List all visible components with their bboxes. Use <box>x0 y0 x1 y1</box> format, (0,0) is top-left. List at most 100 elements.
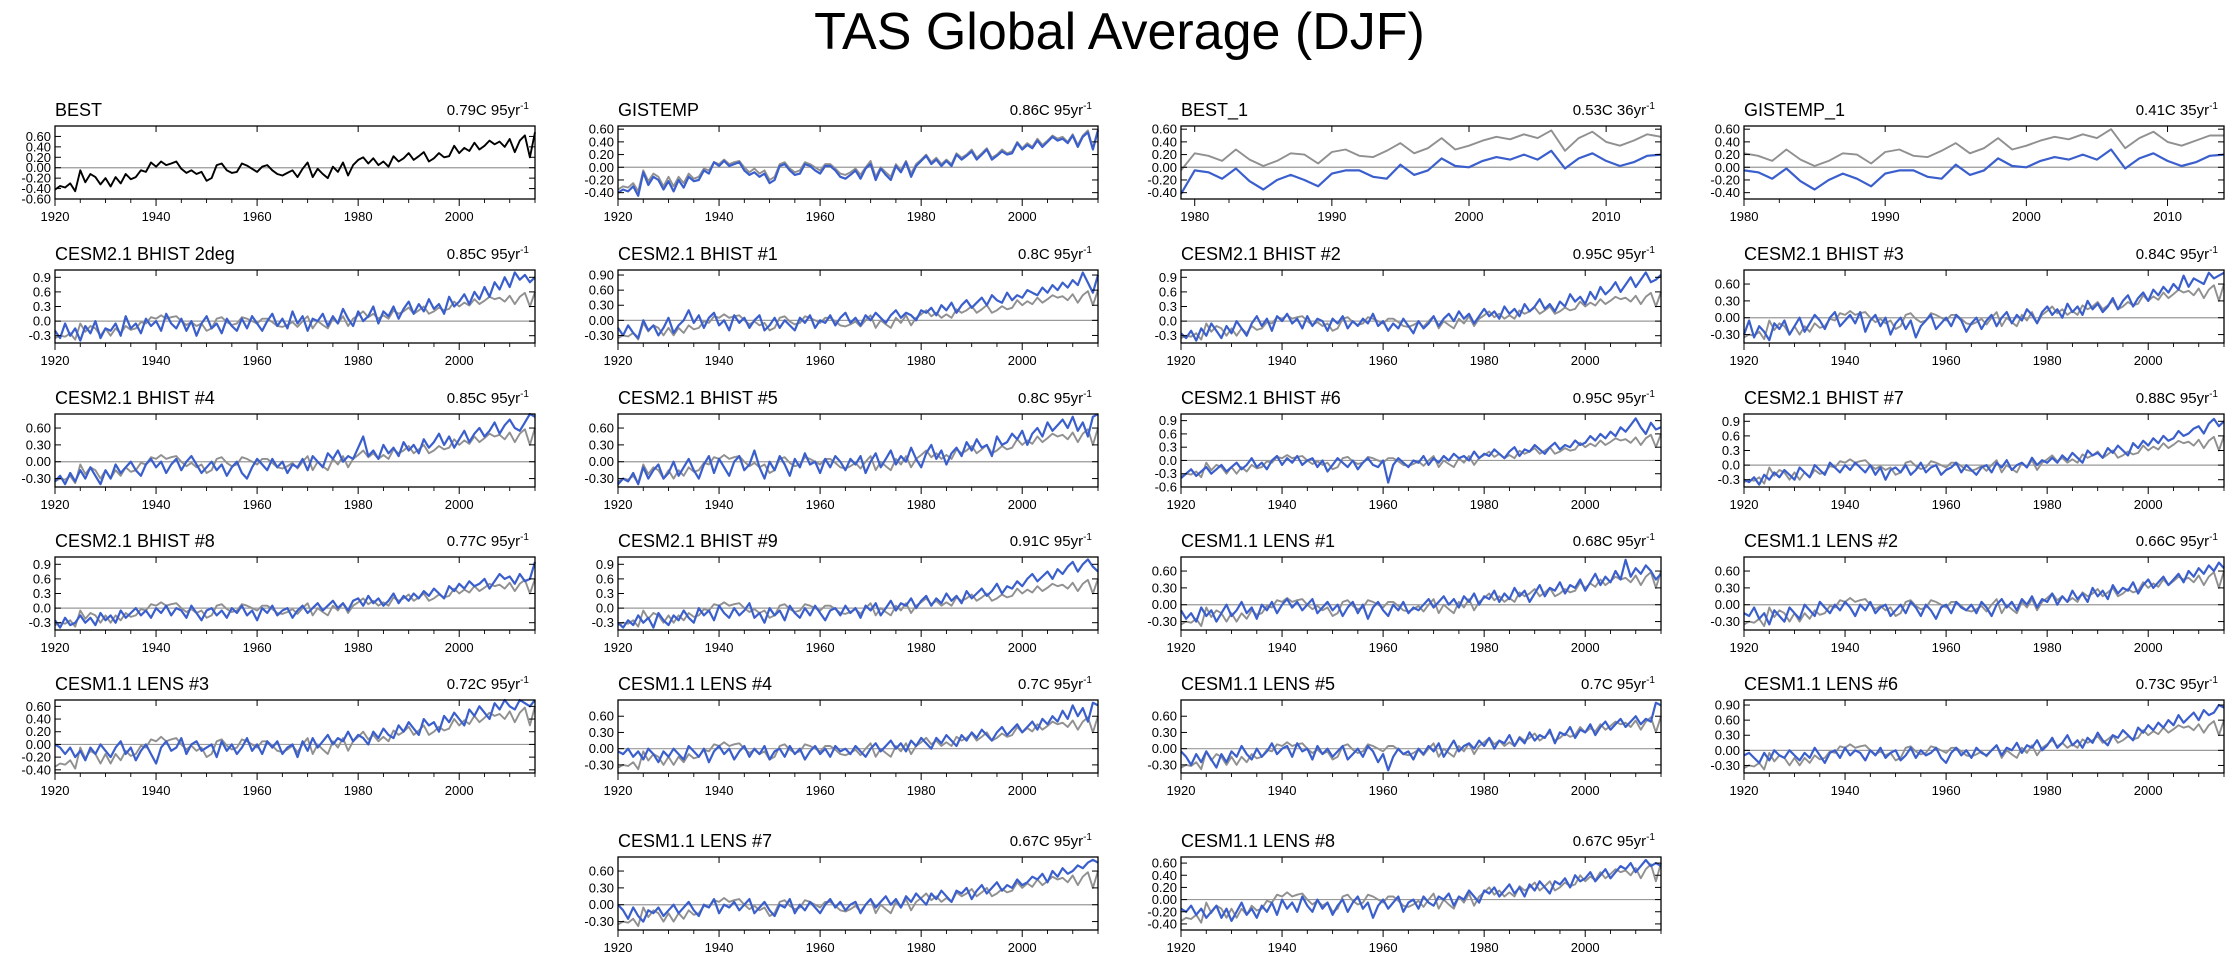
panel-best: BEST 0.79C 95yr-10.600.400.200.00-0.20-0.… <box>21 100 536 224</box>
main-title: TAS Global Average (DJF) <box>814 3 1425 61</box>
series-line-model <box>617 271 1100 340</box>
x-tick-label: 1960 <box>806 783 835 798</box>
plot-frame <box>54 556 536 631</box>
panel-cesm2-1-bhist-4: CESM2.1 BHIST #4 0.85C 95yr-1 0.600.30 0.00… <box>21 388 536 512</box>
panel-title: CESM1.1 LENS #6 <box>1744 674 1898 694</box>
y-tick-label: 0.00 <box>589 160 614 175</box>
series-line-model <box>1180 271 1662 342</box>
y-tick-label: 0.00 <box>1152 160 1177 175</box>
panel-title: CESM2.1 BHIST #4 <box>55 388 215 408</box>
x-tick-label: 1980 <box>907 209 936 224</box>
x-tick-label: 1960 <box>243 209 272 224</box>
x-tick-label: 1980 <box>2033 353 2062 368</box>
panel-title: CESM1.1 LENS #3 <box>55 674 209 694</box>
x-tick-label: 2000 <box>1008 209 1037 224</box>
y-tick-label: -0.30 <box>584 757 614 772</box>
x-tick-label: 1920 <box>604 940 633 955</box>
x-tick-label: 2000 <box>1008 497 1037 512</box>
plot-frame <box>617 699 1099 774</box>
series-line-obs <box>617 715 1099 771</box>
series-line-obs <box>54 706 536 770</box>
x-tick-label: 1920 <box>41 640 70 655</box>
x-tick-label: 1980 <box>2033 497 2062 512</box>
series-line-obs <box>1180 570 1662 628</box>
x-tick-label: 1980 <box>2033 783 2062 798</box>
x-tick-label: 1960 <box>806 209 835 224</box>
series-line-obs <box>1743 570 2225 628</box>
x-tick-label: 1940 <box>705 640 734 655</box>
x-tick-label: 2000 <box>1571 940 1600 955</box>
x-tick-label: 2000 <box>1571 353 1600 368</box>
plot-frame <box>1743 269 2225 344</box>
x-tick-label: 1980 <box>344 783 373 798</box>
y-tick-label: 0.30 <box>26 437 51 452</box>
y-tick-label: 0.00 <box>589 897 614 912</box>
x-tick-label: 1920 <box>1730 640 1759 655</box>
y-tick-label: -0.40 <box>1710 185 1740 200</box>
x-tick-label: 1920 <box>41 783 70 798</box>
x-tick-label: 1980 <box>344 640 373 655</box>
y-tick-label: 0.20 <box>26 150 51 165</box>
x-tick-label: 2000 <box>445 353 474 368</box>
panel-gistemp-1: GISTEMP_1 0.41C 35yr-10.600.400.200.00-0.… <box>1710 100 2225 224</box>
x-tick-label: 2000 <box>1008 640 1037 655</box>
x-tick-label: 1960 <box>1369 783 1398 798</box>
panel-cesm2-1-bhist-6: CESM2.1 BHIST #6 0.95C 95yr-1 0.90.60.30.0… <box>1155 388 1662 512</box>
y-tick-label: 0.40 <box>26 712 51 727</box>
y-tick-label: -0.40 <box>584 185 614 200</box>
x-tick-label: 1980 <box>1470 353 1499 368</box>
y-tick-label: 0.00 <box>589 741 614 756</box>
trend-label: 0.67C 95yr-1 <box>1010 832 1093 850</box>
trend-label: 0.91C 95yr-1 <box>1010 532 1093 550</box>
y-tick-label: 0.0 <box>33 314 51 329</box>
y-tick-label: -0.30 <box>21 471 51 486</box>
panel-title: GISTEMP <box>618 100 699 120</box>
panel-title: GISTEMP_1 <box>1744 100 1845 121</box>
x-tick-label: 1920 <box>604 783 633 798</box>
series-line-model <box>54 412 536 486</box>
y-tick-label: -0.40 <box>1147 185 1177 200</box>
plot-frame <box>1180 699 1662 774</box>
x-tick-label: 2000 <box>1571 497 1600 512</box>
trend-label: 0.85C 95yr-1 <box>447 245 530 263</box>
x-tick-label: 1920 <box>604 640 633 655</box>
series-line-obs <box>1743 435 2225 485</box>
plot-frame <box>617 856 1099 931</box>
plot-frame <box>1743 125 2225 200</box>
y-tick-label: 0.20 <box>1152 147 1177 162</box>
x-tick-label: 2000 <box>1571 640 1600 655</box>
x-tick-label: 1940 <box>1831 353 1860 368</box>
x-tick-label: 1980 <box>344 353 373 368</box>
y-tick-label: 0.00 <box>1152 597 1177 612</box>
x-tick-label: 1980 <box>907 783 936 798</box>
x-tick-label: 2000 <box>2134 640 2163 655</box>
y-tick-label: -0.3 <box>1155 466 1177 481</box>
x-tick-label: 1920 <box>604 209 633 224</box>
x-tick-label: 1940 <box>705 353 734 368</box>
x-tick-label: 2000 <box>1455 209 1484 224</box>
x-tick-label: 1940 <box>1831 783 1860 798</box>
x-tick-label: 1920 <box>1167 353 1196 368</box>
panel-cesm1-1-lens-4: CESM1.1 LENS #4 0.7C 95yr-1 0.600.300.00-0… <box>584 674 1099 798</box>
panel-title: CESM1.1 LENS #8 <box>1181 831 1335 851</box>
y-tick-label: 0.3 <box>33 586 51 601</box>
x-tick-label: 2000 <box>445 640 474 655</box>
panel-cesm2-1-bhist-9: CESM2.1 BHIST #9 0.91C 95yr-1 0.90.60.30.0… <box>592 531 1099 655</box>
x-tick-label: 1960 <box>243 497 272 512</box>
y-tick-label: 0.3 <box>1722 443 1740 458</box>
y-tick-label: 0.30 <box>1152 725 1177 740</box>
x-tick-label: 1940 <box>142 497 171 512</box>
series-line-model <box>617 413 1099 486</box>
x-tick-label: 1960 <box>1369 497 1398 512</box>
x-tick-label: 2000 <box>445 783 474 798</box>
y-tick-label: -0.40 <box>1147 916 1177 931</box>
plot-frame <box>54 413 536 488</box>
x-tick-label: 1940 <box>1268 783 1297 798</box>
x-tick-label: 1940 <box>705 209 734 224</box>
y-tick-label: 0.6 <box>596 571 614 586</box>
y-tick-label: -0.20 <box>21 750 51 765</box>
y-tick-label: -0.3 <box>29 328 51 343</box>
y-tick-label: -0.20 <box>1147 904 1177 919</box>
y-tick-label: -0.40 <box>21 181 51 196</box>
x-tick-label: 1920 <box>1167 497 1196 512</box>
